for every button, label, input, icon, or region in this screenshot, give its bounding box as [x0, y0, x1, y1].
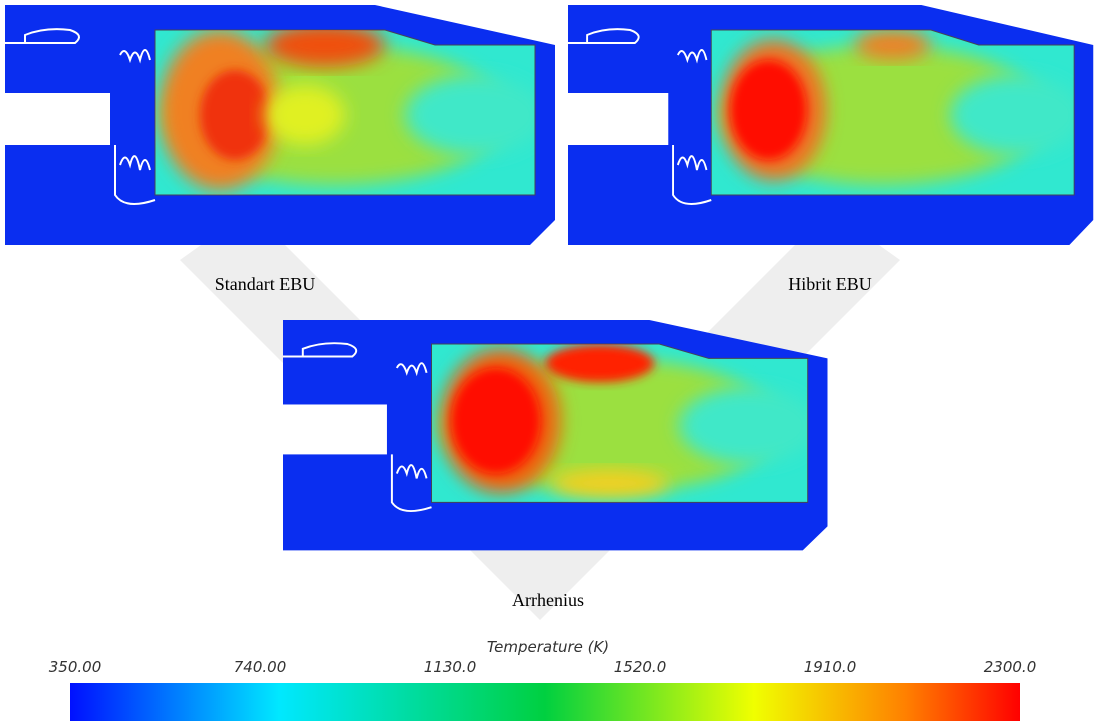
- caption: Arrhenius: [512, 590, 584, 610]
- colorbar-tick-label: 1130.0: [424, 658, 477, 676]
- contour-arrhenius: [283, 320, 828, 550]
- figure: Standart EBU Hibrit EBU Arrhenius Temper…: [0, 0, 1096, 727]
- colorbar-tick-label: 350.00: [49, 658, 102, 676]
- figure-canvas: Standart EBU Hibrit EBU Arrhenius Temper…: [0, 0, 1096, 727]
- caption: Hibrit EBU: [788, 274, 872, 294]
- colorbar-tick-label: 740.00: [234, 658, 287, 676]
- contour-hibrit-ebu: [568, 5, 1093, 245]
- colorbar-ticks: 350.00 740.00 1130.0 1520.0 1910.0 2300.0: [49, 658, 1037, 676]
- colorbar: [70, 683, 1020, 721]
- colorbar-tick-label: 1520.0: [614, 658, 667, 676]
- colorbar-title: Temperature (K): [487, 638, 609, 656]
- colorbar-tick-label: 1910.0: [804, 658, 857, 676]
- colorbar-tick-label: 2300.0: [984, 658, 1037, 676]
- contour-standart-ebu: [5, 5, 555, 245]
- caption: Standart EBU: [215, 274, 316, 294]
